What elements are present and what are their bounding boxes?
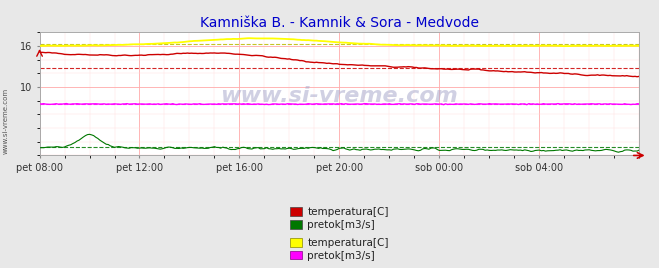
Title: Kamniška B. - Kamnik & Sora - Medvode: Kamniška B. - Kamnik & Sora - Medvode bbox=[200, 16, 479, 29]
Text: www.si-vreme.com: www.si-vreme.com bbox=[2, 88, 9, 154]
Legend: temperatura[C], pretok[m3/s]: temperatura[C], pretok[m3/s] bbox=[285, 234, 393, 265]
Text: www.si-vreme.com: www.si-vreme.com bbox=[221, 86, 458, 106]
